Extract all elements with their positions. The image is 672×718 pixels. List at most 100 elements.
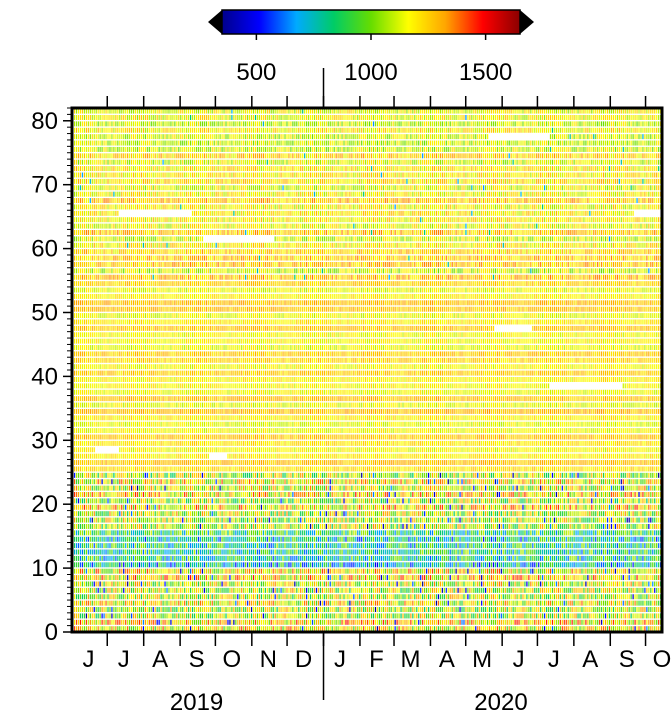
heatmap-cell: [284, 607, 285, 612]
heatmap-cell: [100, 537, 101, 542]
heatmap-cell: [446, 530, 447, 535]
heatmap-cell: [164, 543, 165, 548]
heatmap-cell: [432, 594, 433, 599]
heatmap-cell: [338, 569, 339, 574]
heatmap-cell: [247, 626, 248, 631]
heatmap-cell: [387, 569, 388, 574]
heatmap-cell: [302, 556, 303, 561]
heatmap-cell: [343, 613, 344, 618]
heatmap-cell: [119, 613, 120, 618]
heatmap-cell: [221, 613, 222, 618]
heatmap-cell: [615, 601, 616, 606]
heatmap-cell: [595, 613, 596, 618]
heatmap-cell: [188, 575, 189, 580]
heatmap-cell: [117, 524, 118, 529]
heatmap-cell: [448, 575, 449, 580]
heatmap-cell: [302, 524, 303, 529]
heatmap-cell: [137, 613, 138, 618]
heatmap-cell: [554, 613, 555, 618]
heatmap-cell: [499, 588, 500, 593]
heatmap-cell: [241, 626, 242, 631]
heatmap-cell: [235, 575, 236, 580]
heatmap-cell: [208, 537, 209, 542]
heatmap-cell: [151, 537, 152, 542]
heatmap-cell: [334, 601, 335, 606]
heatmap-cell: [245, 588, 246, 593]
heatmap-cell: [310, 556, 311, 561]
heatmap-cell: [404, 550, 405, 555]
heatmap-cell: [237, 607, 238, 612]
heatmap-cell: [522, 562, 523, 567]
heatmap-cell: [363, 530, 364, 535]
heatmap-cell: [638, 620, 639, 625]
heatmap-cell: [229, 601, 230, 606]
heatmap-cell: [259, 569, 260, 574]
heatmap-cell: [310, 524, 311, 529]
heatmap-cell: [210, 594, 211, 599]
heatmap-cell: [393, 562, 394, 567]
heatmap-cell: [430, 601, 431, 606]
heatmap-cell: [617, 569, 618, 574]
heatmap-cell: [164, 556, 165, 561]
heatmap-cell: [336, 607, 337, 612]
heatmap-cell: [214, 524, 215, 529]
heatmap-cell: [456, 575, 457, 580]
heatmap-cell: [459, 530, 460, 535]
heatmap-cell: [271, 620, 272, 625]
heatmap-cell: [560, 613, 561, 618]
heatmap-cell: [397, 569, 398, 574]
heatmap-cell: [78, 569, 79, 574]
heatmap-cell: [271, 537, 272, 542]
heatmap-cell: [587, 556, 588, 561]
heatmap-cell: [574, 556, 575, 561]
heatmap-cell: [442, 581, 443, 586]
heatmap-cell: [265, 543, 266, 548]
heatmap-cell: [542, 613, 543, 618]
heatmap-cell: [229, 550, 230, 555]
heatmap-cell: [393, 581, 394, 586]
heatmap-cell: [164, 594, 165, 599]
heatmap-cell: [103, 626, 104, 631]
heatmap-cell: [389, 581, 390, 586]
heatmap-cell: [121, 613, 122, 618]
heatmap-cell: [513, 537, 514, 542]
heatmap-cell: [102, 562, 103, 567]
heatmap-cell: [522, 556, 523, 561]
heatmap-cell: [383, 556, 384, 561]
heatmap-cell: [318, 607, 319, 612]
heatmap-cell: [103, 588, 104, 593]
heatmap-cell: [273, 581, 274, 586]
heatmap-cell: [389, 607, 390, 612]
heatmap-cell: [385, 562, 386, 567]
heatmap-cell: [589, 550, 590, 555]
heatmap-cell: [109, 543, 110, 548]
heatmap-cell: [534, 613, 535, 618]
heatmap-cell: [627, 556, 628, 561]
heatmap-cell: [343, 594, 344, 599]
heatmap-cell: [334, 588, 335, 593]
heatmap-cell: [420, 613, 421, 618]
heatmap-cell: [363, 581, 364, 586]
heatmap-cell: [208, 620, 209, 625]
heatmap-cell: [528, 575, 529, 580]
heatmap-cell: [261, 562, 262, 567]
heatmap-cell: [284, 556, 285, 561]
heatmap-cell: [141, 550, 142, 555]
heatmap-cell: [218, 569, 219, 574]
heatmap-cell: [324, 594, 325, 599]
heatmap-cell: [184, 588, 185, 593]
heatmap-cell: [397, 620, 398, 625]
heatmap-cell: [627, 530, 628, 535]
heatmap-cell: [518, 620, 519, 625]
heatmap-cell: [235, 550, 236, 555]
heatmap-cell: [184, 581, 185, 586]
heatmap-cell: [180, 537, 181, 542]
heatmap-cell: [524, 569, 525, 574]
heatmap-cell: [627, 550, 628, 555]
heatmap-cell: [159, 613, 160, 618]
heatmap-cell: [430, 530, 431, 535]
heatmap-cell: [107, 620, 108, 625]
heatmap-cell: [76, 550, 77, 555]
heatmap-cell: [408, 524, 409, 529]
heatmap-cell: [461, 601, 462, 606]
